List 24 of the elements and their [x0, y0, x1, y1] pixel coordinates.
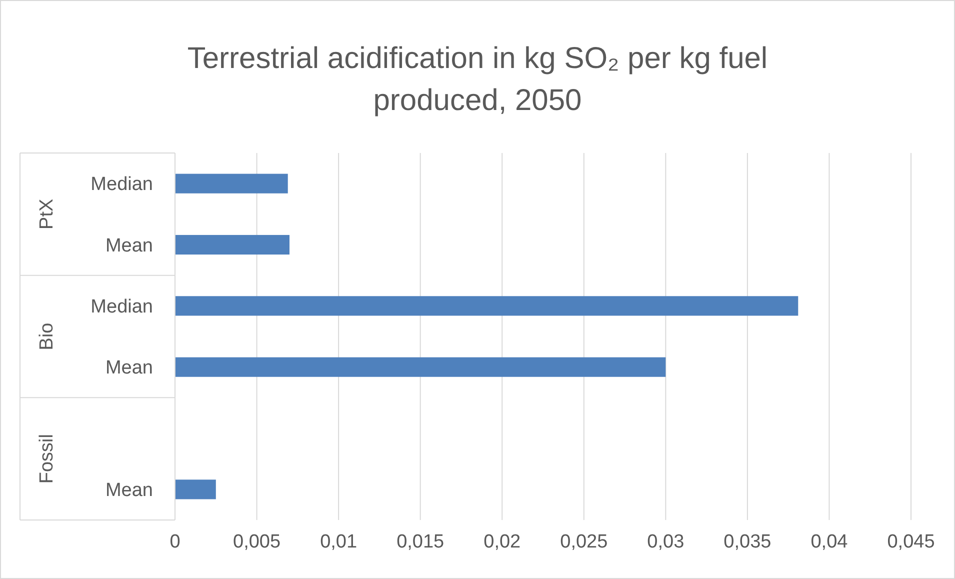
text: PtX — [36, 198, 58, 230]
y-tick-label: Median — [90, 174, 153, 196]
x-tick-label: 0 — [170, 531, 180, 552]
x-tick-label: 0,025 — [560, 531, 608, 552]
chart-title: Terrestrial acidification in kg SO₂ per kg fuel produced, 2050 — [187, 42, 768, 117]
text: Fossil — [36, 434, 58, 484]
x-tick-label: 0,045 — [887, 531, 935, 552]
bar — [175, 357, 666, 377]
bar — [175, 174, 288, 194]
y-tick-label: Median — [90, 296, 153, 318]
y-tick-label: Mean — [105, 235, 153, 256]
x-tick-label: 0,03 — [647, 531, 684, 552]
y-tick-label: Mean — [105, 358, 153, 379]
bar — [175, 480, 216, 500]
x-tick-label: 0,015 — [396, 531, 444, 552]
x-tick-label: 0,005 — [233, 531, 281, 552]
x-tick-label: 0,035 — [724, 531, 772, 552]
text: Bio — [36, 322, 58, 350]
bar — [175, 234, 290, 255]
x-tick-label: 0,02 — [484, 531, 521, 552]
bar — [175, 296, 798, 316]
y-tick-label: Mean — [105, 480, 153, 502]
x-tick-label: 0,01 — [320, 531, 358, 552]
x-tick-label: 0,04 — [810, 531, 848, 552]
